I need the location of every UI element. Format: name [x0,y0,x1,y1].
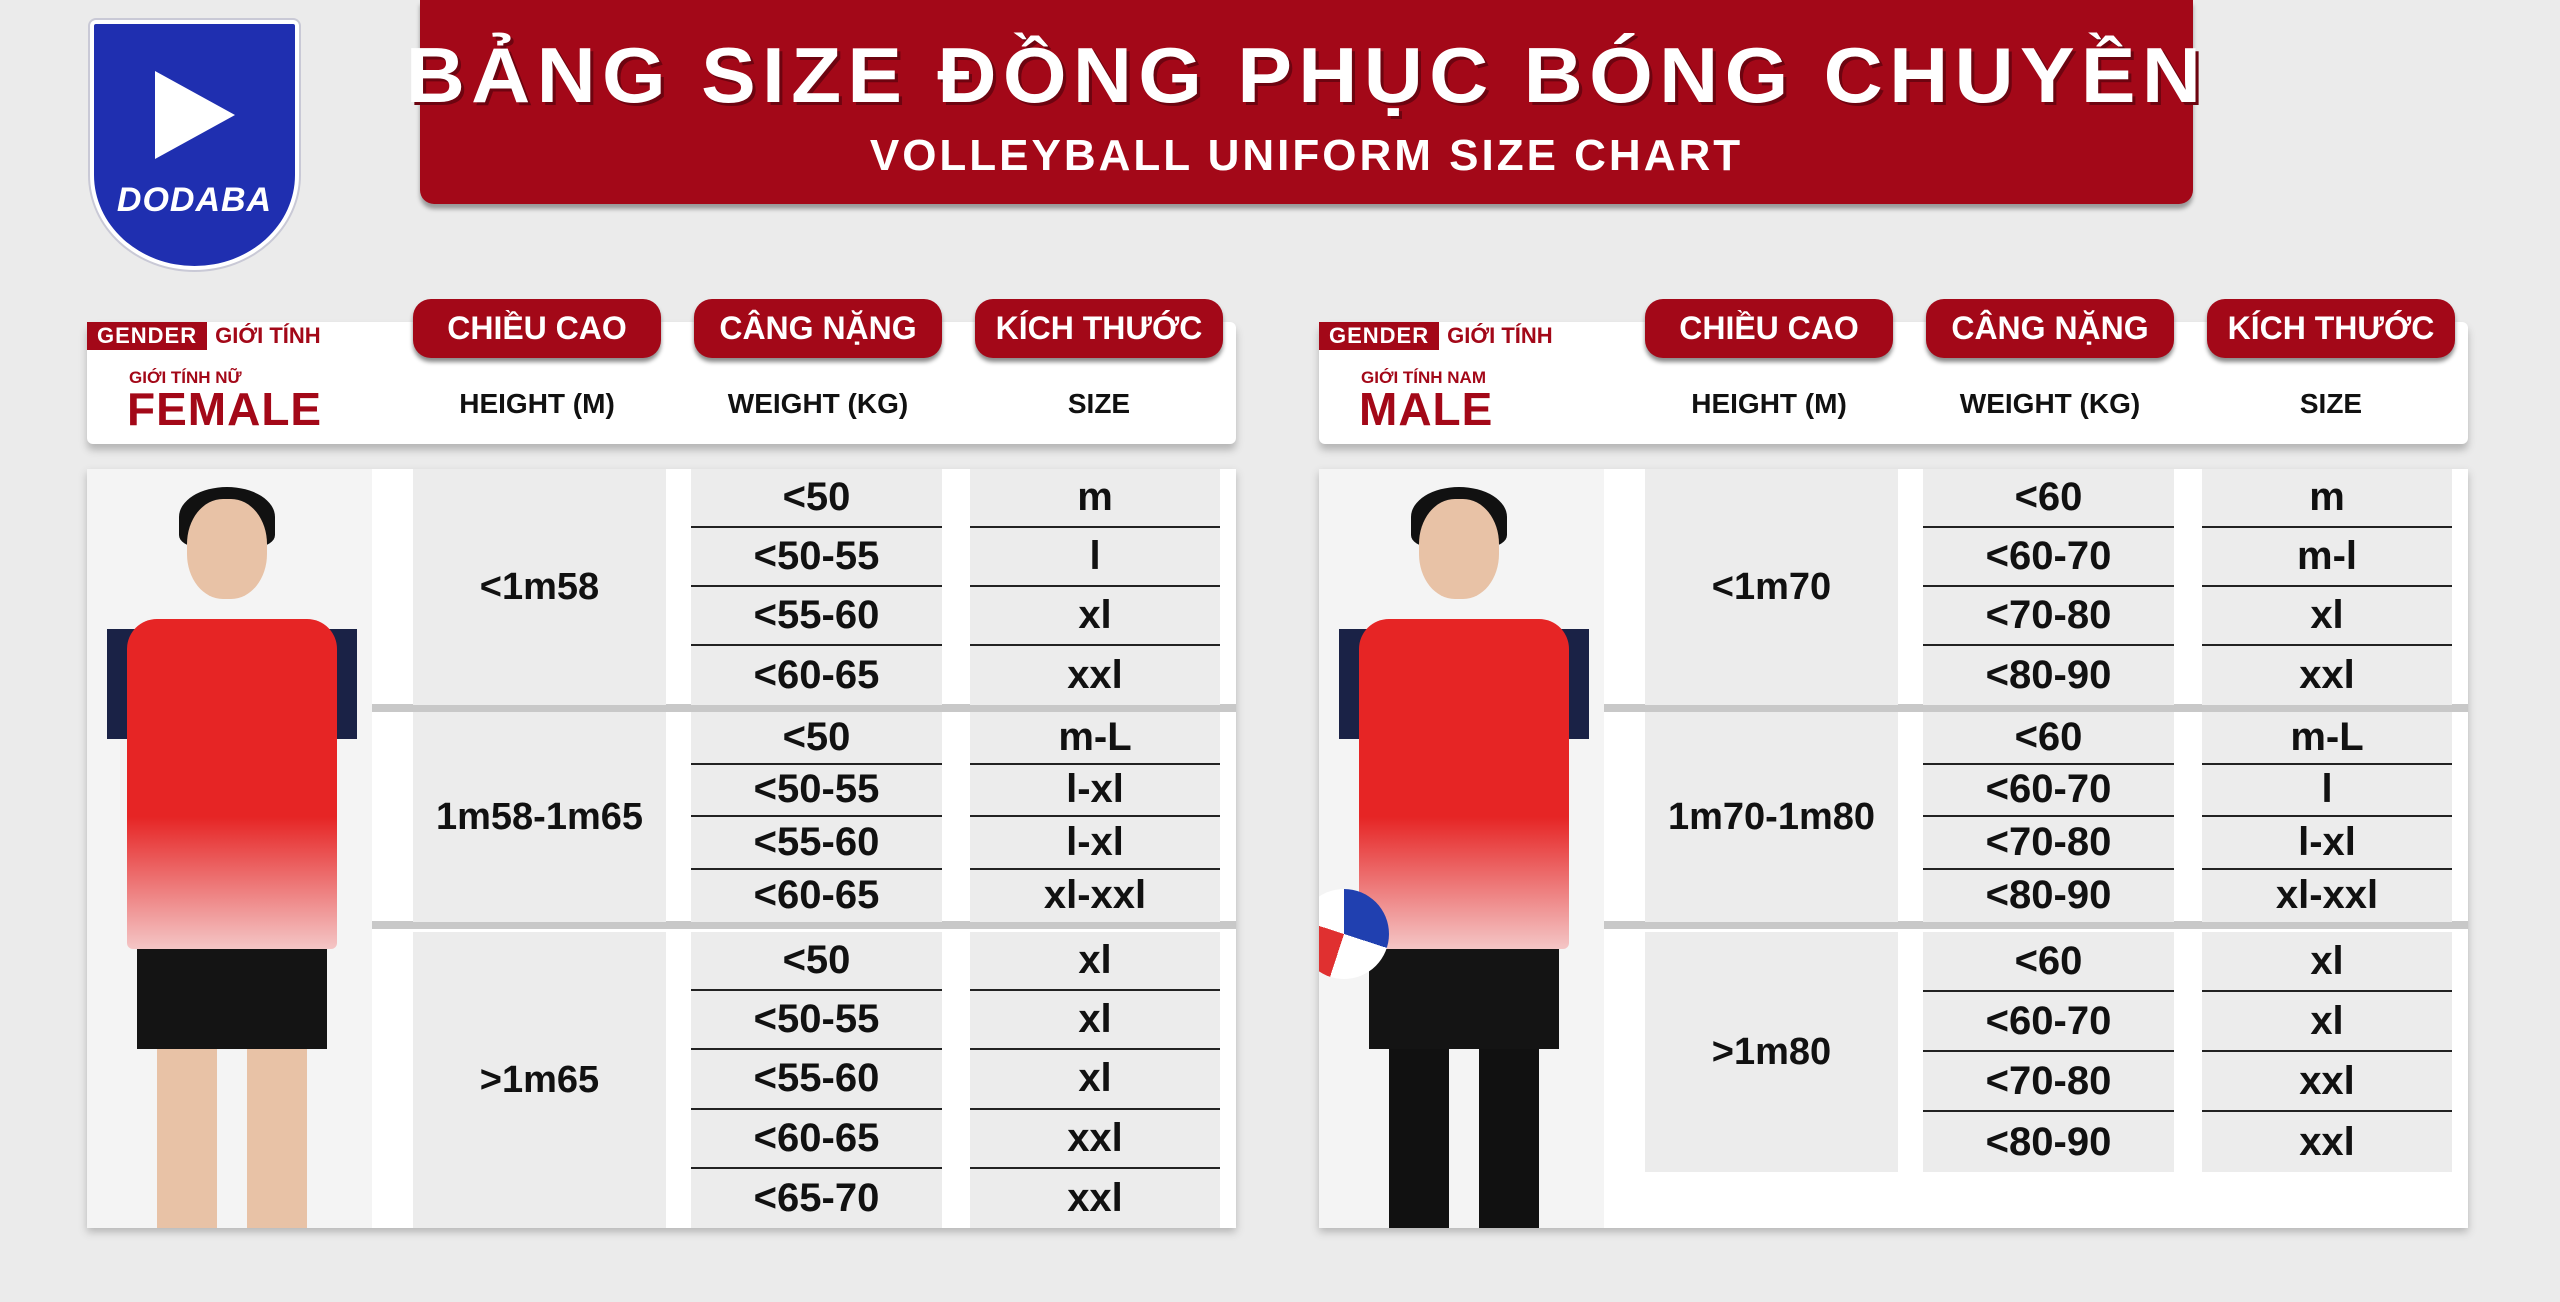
size-cell: xxl [2202,1052,2452,1112]
gender-sub-vn: GIỚI TÍNH NỮ [129,368,242,387]
height-cell: 1m70-1m80 [1645,712,1898,922]
column-header-vn: KÍCH THƯỚC [2207,299,2455,358]
size-cell: m-L [970,712,1220,765]
gender-tag: GENDER GIỚI TÍNH [1319,322,1553,350]
height-group: >1m65 <50 <50-55 <55-60 <60-65 <65-70 xl xl xl x… [372,932,1236,1228]
size-cell: xl [970,932,1220,992]
height-cell: 1m58-1m65 [413,712,666,922]
height-group: >1m80 <60 <60-70 <70-80 <80-90 xl xl xxl xxl [1604,932,2468,1228]
height-group: 1m70-1m80 <60 <60-70 <70-80 <80-90 m-L l l-xl x… [1604,712,2468,929]
size-cell: xl [2202,587,2452,646]
size-cell: xl [2202,992,2452,1052]
size-cell: xxl [2202,646,2452,705]
weight-cell: <60-70 [1923,764,2174,817]
size-cell: l-xl [2202,817,2452,870]
size-cell: xl-xxl [2202,869,2452,922]
weight-cell: <65-70 [691,1168,942,1228]
column-header-vn: CÂNG NẶNG [1926,299,2174,358]
size-cell: m-L [2202,712,2452,765]
size-cell: xl [2202,932,2452,992]
size-cell: l-xl [970,817,1220,870]
logo-arrow-icon [154,70,235,159]
weight-cell: <60-65 [691,646,942,705]
height-cell: <1m58 [413,469,666,705]
female-panel: GENDER GIỚI TÍNH GIỚI TÍNH NỮ FEMALE CHI… [87,0,1236,1302]
height-cell: >1m80 [1645,932,1898,1172]
weight-cell: <55-60 [691,817,942,870]
weight-cell: <60 [1923,712,2174,765]
column-header-vn: CHIỀU CAO [413,299,661,358]
weight-cell: <50 [691,712,942,765]
weight-cell: <60 [1923,932,2174,992]
weight-cell: <55-60 [691,1050,942,1110]
weight-cell: <60 [1923,469,2174,528]
weight-cell: <70-80 [1923,1052,2174,1112]
weight-cell: <55-60 [691,587,942,646]
size-cell: m-l [2202,528,2452,587]
weight-cell: <50-55 [691,528,942,587]
weight-cell: <70-80 [1923,587,2174,646]
gender-label-vn: GIỚI TÍNH [215,323,321,348]
column-header-en: WEIGHT (KG) [727,388,909,419]
page-title: BẢNG SIZE ĐỒNG PHỤC BÓNG CHUYỀN [405,31,2208,119]
size-cell: xxl [970,646,1220,705]
volleyball-image [1319,889,1389,979]
gender-tag: GENDER GIỚI TÍNH [87,322,321,350]
column-header-vn: CHIỀU CAO [1645,299,1893,358]
female-model-photo [87,469,372,1228]
size-cell: l [2202,764,2452,817]
gender-name: MALE [1359,383,1494,435]
page-subtitle: VOLLEYBALL UNIFORM SIZE CHART [869,131,1744,180]
size-cell: xl [970,587,1220,646]
size-cell: xxl [2202,1112,2452,1172]
weight-cell: <50 [691,932,942,992]
male-panel: GENDER GIỚI TÍNH GIỚI TÍNH NAM MALE CHIỀ… [1319,0,2468,1302]
logo-text: DODABA [116,180,273,219]
column-header-en: HEIGHT (M) [459,388,615,419]
model-figure [1319,469,1604,1228]
size-cell: m [970,469,1220,528]
size-cell: xxl [970,1109,1220,1169]
weight-cell: <50 [691,469,942,528]
model-figure [87,469,372,1228]
column-header-en: SIZE [2299,388,2363,419]
weight-cell: <60-65 [691,869,942,922]
size-cell: l [970,528,1220,587]
column-header-vn: CÂNG NẶNG [694,299,942,358]
title-banner: BẢNG SIZE ĐỒNG PHỤC BÓNG CHUYỀN VOLLEYBA… [406,0,2201,204]
weight-cell: <50-55 [691,991,942,1051]
column-header-en: WEIGHT (KG) [1959,388,2141,419]
size-cell: l-xl [970,764,1220,817]
weight-cell: <50-55 [691,764,942,817]
gender-label-vn: GIỚI TÍNH [1447,323,1553,348]
height-cell: <1m70 [1645,469,1898,705]
column-header-vn: KÍCH THƯỚC [975,299,1223,358]
height-group: <1m70 <60 <60-70 <70-80 <80-90 m m-l xl xxl [1604,469,2468,712]
size-cell: xl-xxl [970,869,1220,922]
gender-label-en: GENDER [1319,322,1440,350]
weight-cell: <70-80 [1923,817,2174,870]
weight-cell: <80-90 [1923,869,2174,922]
weight-cell: <60-70 [1923,992,2174,1052]
gender-label-en: GENDER [87,322,208,350]
male-model-photo [1319,469,1604,1228]
female-size-table: <1m58 <50 <50-55 <55-60 <60-65 m l xl xxl 1m58-… [87,469,1236,1228]
weight-cell: <80-90 [1923,646,2174,705]
size-cell: xxl [970,1168,1220,1228]
size-cell: xl [970,1050,1220,1110]
height-cell: >1m65 [413,932,666,1228]
size-cell: xl [970,991,1220,1051]
weight-cell: <60-65 [691,1109,942,1169]
height-group: <1m58 <50 <50-55 <55-60 <60-65 m l xl xxl [372,469,1236,712]
size-cell: m [2202,469,2452,528]
weight-cell: <60-70 [1923,528,2174,587]
column-header-en: HEIGHT (M) [1691,388,1847,419]
dodaba-logo: DODABA [90,20,299,270]
weight-cell: <80-90 [1923,1112,2174,1172]
column-header-en: SIZE [1067,388,1131,419]
gender-name: FEMALE [127,383,323,435]
male-size-table: <1m70 <60 <60-70 <70-80 <80-90 m m-l xl xxl 1m7… [1319,469,2468,1228]
height-group: 1m58-1m65 <50 <50-55 <55-60 <60-65 m-L l-xl l-… [372,712,1236,929]
gender-sub-vn: GIỚI TÍNH NAM [1361,368,1486,387]
